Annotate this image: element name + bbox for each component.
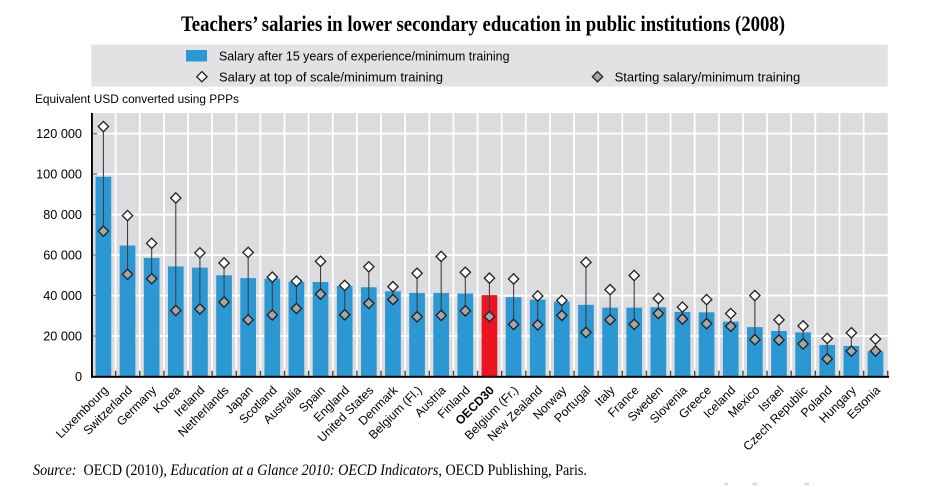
- svg-text:100 000: 100 000: [36, 168, 82, 182]
- svg-text:80 000: 80 000: [43, 208, 82, 222]
- svg-text:20 000: 20 000: [43, 330, 82, 344]
- svg-text:60 000: 60 000: [43, 249, 82, 263]
- svg-text:Source: OECD (2010), Educatio: Source: OECD (2010), Education at a Glan…: [33, 462, 587, 479]
- svg-text:120 000: 120 000: [36, 127, 82, 141]
- svg-text:0: 0: [75, 370, 82, 384]
- svg-text:40 000: 40 000: [43, 289, 82, 303]
- svg-text:Equivalent USD converted using: Equivalent USD converted using PPPs: [35, 92, 239, 106]
- svg-text:Salary after 15 years of exper: Salary after 15 years of experience/mini…: [219, 48, 510, 63]
- svg-text:Starting salary/minimum traini: Starting salary/minimum training: [615, 69, 801, 84]
- svg-text:Salary at top of scale/minimum: Salary at top of scale/minimum training: [219, 69, 443, 84]
- svg-text:Teachers’ salaries in lower se: Teachers’ salaries in lower secondary ed…: [181, 11, 785, 36]
